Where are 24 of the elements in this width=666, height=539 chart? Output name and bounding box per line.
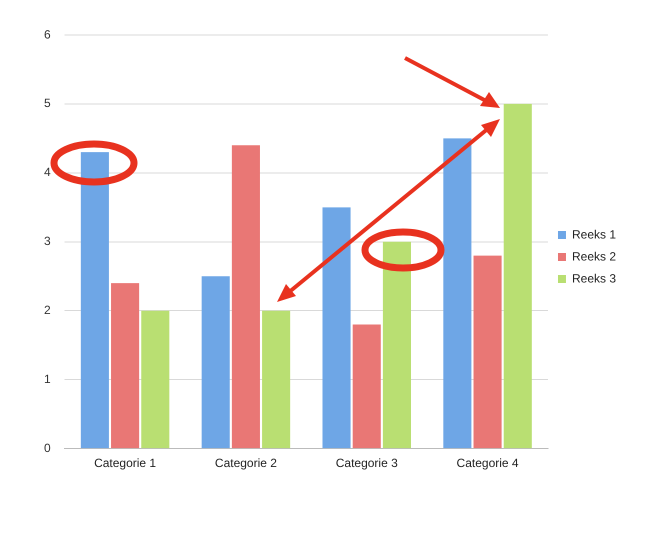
x-tick-label: Categorie 4 <box>456 456 519 470</box>
y-tick-label: 4 <box>44 165 51 180</box>
x-tick-label: Categorie 3 <box>336 456 398 470</box>
bar <box>504 104 532 448</box>
bar <box>111 283 140 448</box>
x-tick-label: Categorie 1 <box>94 456 156 470</box>
bar <box>474 256 502 448</box>
y-tick-label: 5 <box>44 96 51 110</box>
y-tick-label: 6 <box>44 27 51 42</box>
bar <box>443 138 472 448</box>
legend-label: Reeks 1 <box>572 227 616 242</box>
y-tick-label: 1 <box>44 372 51 386</box>
bar <box>202 276 230 448</box>
legend-label: Reeks 2 <box>572 249 616 264</box>
bar <box>352 324 381 448</box>
bar <box>232 145 260 448</box>
bar <box>141 310 170 448</box>
y-tick-label: 0 <box>44 440 51 455</box>
legend-label: Reeks 3 <box>572 271 616 286</box>
y-tick-label: 2 <box>44 303 51 318</box>
y-tick-label: 3 <box>44 234 51 248</box>
x-tick-label: Categorie 2 <box>214 456 278 470</box>
bar <box>322 207 351 448</box>
bar <box>262 310 290 448</box>
